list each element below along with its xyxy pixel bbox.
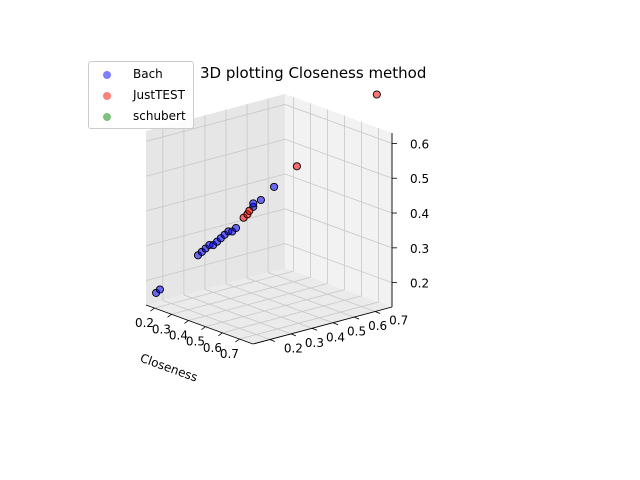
y-tick <box>290 333 297 337</box>
grid-line-y <box>204 115 313 329</box>
z-tick-label: 0.3 <box>410 242 429 256</box>
chart-legend: Bach JustTEST schubert <box>88 61 194 129</box>
grid-line-x <box>171 103 311 315</box>
legend-marker-bach <box>103 71 111 79</box>
data-point-bach <box>256 195 265 205</box>
x-tick <box>167 313 172 318</box>
x-tick-label: 0.5 <box>186 335 205 349</box>
z-tick-label: 0.6 <box>410 137 429 151</box>
y-tick <box>375 311 381 314</box>
grid-line-x <box>205 115 345 328</box>
x-tick <box>235 338 240 343</box>
y-tick-label: 0.7 <box>389 313 408 327</box>
z-tick-label: 0.4 <box>410 207 429 221</box>
y-tick-label: 0.2 <box>284 342 303 356</box>
grid-line-x <box>239 128 379 340</box>
y-tick <box>332 322 339 326</box>
floor-pane <box>146 268 392 344</box>
z-tick-label: 0.5 <box>410 172 429 186</box>
data-point-justtest <box>292 162 301 171</box>
grid-line-x <box>188 109 328 321</box>
chart-axes <box>145 133 393 345</box>
y-tick <box>311 327 318 331</box>
grid-line-z <box>145 173 393 214</box>
y-tick-label: 0.3 <box>305 336 324 350</box>
data-point-bach <box>155 285 164 294</box>
x-tick-label: 0.4 <box>169 328 188 342</box>
grid-line-z <box>145 208 393 249</box>
x-tick-label: 0.2 <box>135 316 154 330</box>
grid-line-y <box>183 120 292 335</box>
chart-ticks: 0.20.30.40.50.60.7 0.2 0.3 0.4 0.5 0.6 0.70.20… <box>135 137 429 361</box>
y-axis-line <box>252 306 393 345</box>
y-tick-label: 0.5 <box>347 325 366 339</box>
grid-line-z <box>145 138 393 179</box>
grid-line-x <box>154 97 294 309</box>
data-point-justtest <box>372 90 381 99</box>
x-tick <box>184 320 189 324</box>
grid-line-y <box>225 109 334 324</box>
data-point-bach <box>231 223 241 233</box>
legend-label-justtest: JustTEST <box>133 88 185 102</box>
legend-marker-justtest <box>103 92 111 100</box>
x-tick-label: 0.6 <box>203 341 222 355</box>
grid-line-z <box>145 243 393 284</box>
y-tick <box>269 339 275 342</box>
grid-line-y <box>267 98 376 312</box>
grid-line-y <box>162 126 270 340</box>
legend-label-schubert: schubert <box>133 109 186 123</box>
legend-item-schubert: schubert <box>89 107 195 127</box>
z-tick-label: 0.2 <box>410 277 429 291</box>
grid-line-y <box>246 104 355 318</box>
y-tick-label: 0.6 <box>368 319 387 333</box>
chart-grid <box>145 97 393 340</box>
x-tick <box>150 307 155 312</box>
data-point-bach <box>249 199 258 208</box>
data-point-justtest <box>245 206 254 215</box>
chart-title: 3D plotting Closeness method <box>200 64 427 82</box>
x-tick <box>201 326 206 330</box>
legend-marker-schubert <box>103 113 111 121</box>
x-tick <box>218 332 223 337</box>
x-axis-line <box>145 304 254 345</box>
legend-label-bach: Bach <box>133 67 163 81</box>
x-axis-label: Closeness <box>138 351 199 385</box>
grid-line-z <box>145 104 393 144</box>
legend-item-bach: Bach <box>89 65 195 85</box>
data-point-bach <box>270 182 279 191</box>
legend-item-justtest: JustTEST <box>89 86 195 106</box>
grid-line-x <box>222 121 362 334</box>
x-tick-label: 0.3 <box>152 322 171 336</box>
chart-points <box>152 90 381 297</box>
left-pane <box>146 94 285 305</box>
y-tick-label: 0.4 <box>326 330 345 344</box>
x-tick-label: 0.7 <box>220 347 239 361</box>
y-tick <box>353 316 360 320</box>
